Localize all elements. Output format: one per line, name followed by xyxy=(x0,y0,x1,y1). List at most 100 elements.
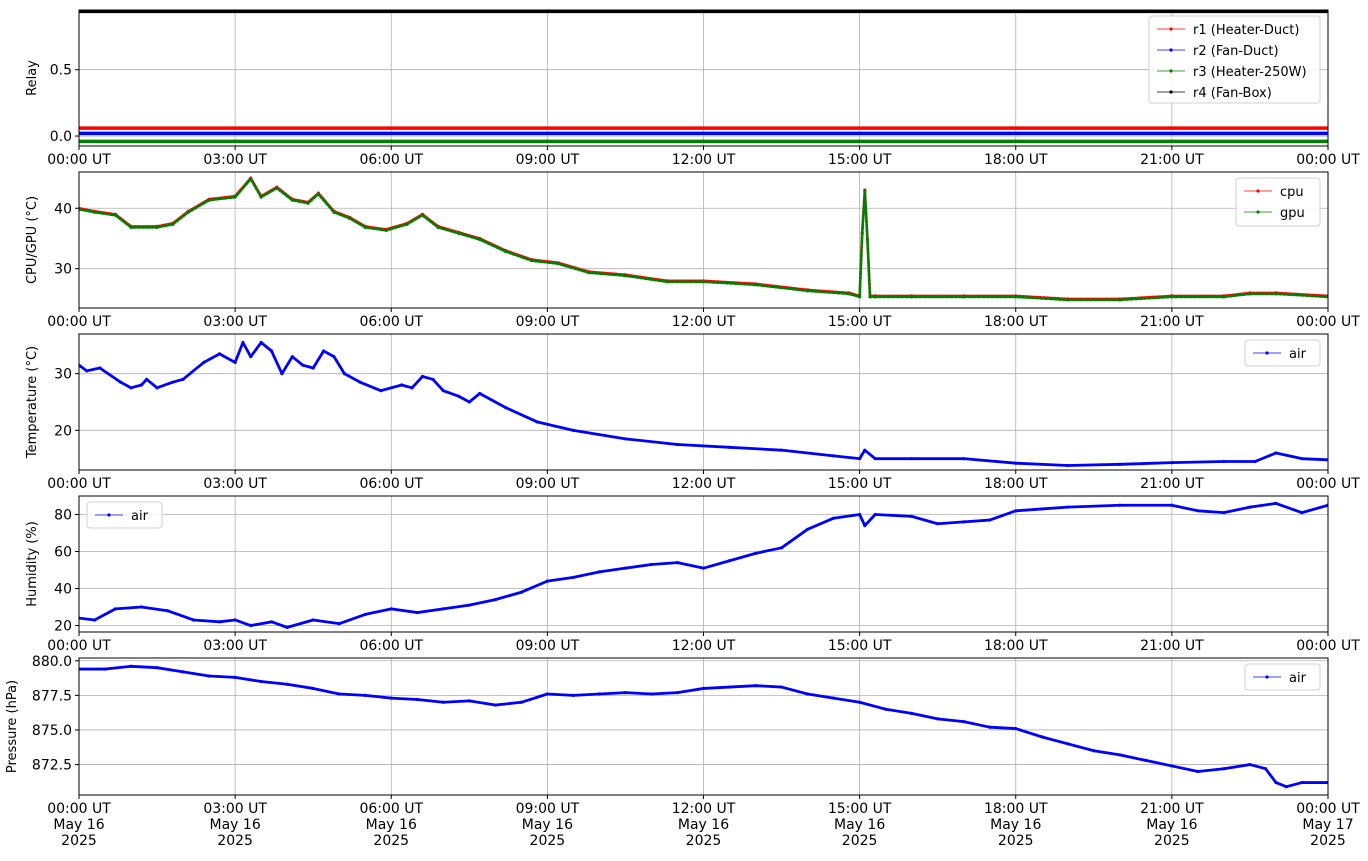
x-tick-label: 06:00 UT xyxy=(359,638,423,654)
data-point xyxy=(93,210,97,214)
data-point xyxy=(280,372,284,376)
data-point xyxy=(1118,503,1122,507)
series-group xyxy=(79,664,1328,789)
data-point xyxy=(910,457,914,461)
series-group xyxy=(79,10,1328,144)
data-point xyxy=(727,445,732,449)
data-point xyxy=(171,380,175,384)
data-point xyxy=(363,693,367,697)
data-point xyxy=(847,292,851,296)
data-point xyxy=(1066,505,1070,509)
data-point xyxy=(85,369,89,373)
legend-box xyxy=(1244,663,1321,691)
data-point xyxy=(129,386,133,390)
y-tick-label: 877.5 xyxy=(32,688,72,704)
data-point xyxy=(858,295,862,299)
data-point xyxy=(155,386,159,390)
data-point xyxy=(1300,511,1304,515)
y-axis-label: Pressure (hPa) xyxy=(5,680,20,773)
data-point xyxy=(171,222,175,226)
data-point xyxy=(1274,451,1278,455)
data-point xyxy=(571,575,575,580)
x-tick-label: 00:00 UT May 16 2025 xyxy=(47,801,111,849)
data-point xyxy=(597,692,602,696)
data-point xyxy=(316,192,320,196)
x-tick-label: 21:00 UT May 16 2025 xyxy=(1140,801,1204,849)
data-point xyxy=(337,622,341,626)
data-point xyxy=(1300,780,1304,785)
data-point xyxy=(93,618,97,622)
data-point xyxy=(415,610,419,615)
data-point xyxy=(348,216,352,220)
x-tick-label: 15:00 UT xyxy=(828,314,892,330)
data-point xyxy=(753,283,758,287)
data-point xyxy=(863,524,867,528)
data-point xyxy=(217,620,222,624)
legend-marker xyxy=(1256,210,1260,214)
data-point xyxy=(1118,462,1122,466)
data-point xyxy=(865,237,870,242)
data-point xyxy=(207,674,211,678)
x-tick-label: 15:00 UT xyxy=(828,638,892,654)
data-point xyxy=(379,389,383,393)
x-tick-label: 12:00 UT xyxy=(672,314,736,330)
data-point xyxy=(1300,457,1304,461)
x-tick-label: 12:00 UT xyxy=(672,152,736,168)
data-point xyxy=(936,717,940,721)
data-point xyxy=(545,579,549,583)
y-tick-label: 80 xyxy=(54,508,72,524)
data-point xyxy=(868,295,872,299)
legend-label: gpu xyxy=(1280,206,1305,221)
data-point xyxy=(441,700,445,704)
y-axis-label: Temperature (°C) xyxy=(25,346,40,459)
data-point xyxy=(129,225,133,229)
data-point xyxy=(1040,735,1044,739)
data-point xyxy=(910,711,914,715)
x-tick-label: 06:00 UT xyxy=(359,152,423,168)
data-point xyxy=(1222,459,1226,464)
x-tick-label: 06:00 UT xyxy=(359,476,423,492)
data-point xyxy=(504,249,508,254)
data-point xyxy=(129,664,133,668)
data-point xyxy=(858,700,862,704)
legend-marker xyxy=(1256,189,1260,193)
data-point xyxy=(285,682,289,686)
data-point xyxy=(436,225,440,229)
series-group xyxy=(79,501,1328,629)
x-tick-label: 18:00 UT xyxy=(984,638,1048,654)
data-point xyxy=(858,512,862,517)
x-tick-label: 09:00 UT xyxy=(516,152,580,168)
legend: air xyxy=(86,501,163,529)
data-point xyxy=(863,448,867,452)
series-line-1 xyxy=(79,341,1328,467)
panel-3: 00:00 UT 03:00 UT 06:00 UT 09:00 UT 12:00 UT… xyxy=(25,333,1360,492)
data-point xyxy=(233,360,237,364)
data-point xyxy=(962,520,966,524)
data-point xyxy=(103,667,107,671)
data-point xyxy=(342,372,347,376)
panel-1: 00:00 UT 03:00 UT 06:00 UT 09:00 UT 12:00 UT… xyxy=(25,9,1360,168)
data-point xyxy=(873,512,877,517)
data-point xyxy=(587,271,591,275)
x-tick-label: 00:00 UT xyxy=(1296,476,1360,492)
data-point xyxy=(249,177,253,181)
legend-label: r2 (Fan-Duct) xyxy=(1193,44,1279,59)
data-point xyxy=(832,516,836,520)
data-point xyxy=(1066,463,1070,468)
data-point xyxy=(571,693,575,697)
x-tick-label: 03:00 UT xyxy=(203,314,267,330)
legend-box xyxy=(1244,339,1321,367)
x-tick-label: 21:00 UT xyxy=(1140,152,1204,168)
y-tick-label: 60 xyxy=(54,545,72,561)
legend-label: air xyxy=(1289,347,1307,362)
y-tick-label: 0.0 xyxy=(50,129,72,145)
data-point xyxy=(145,377,149,381)
data-point xyxy=(311,366,315,370)
data-point xyxy=(431,377,435,381)
data-point xyxy=(119,380,123,384)
data-point xyxy=(259,679,263,684)
x-tick-label: 06:00 UT May 16 2025 xyxy=(359,801,423,849)
data-point xyxy=(701,686,706,691)
x-tick-label: 12:00 UT xyxy=(672,638,736,654)
legend-marker xyxy=(1169,27,1173,31)
